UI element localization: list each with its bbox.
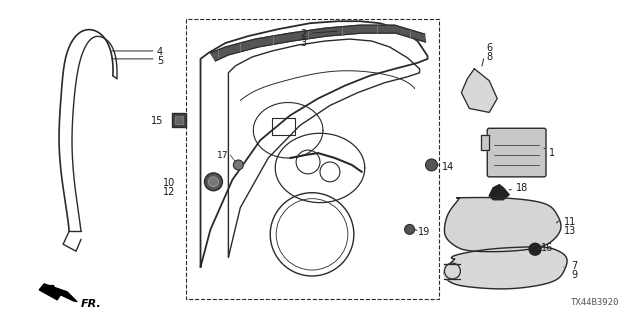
Polygon shape (211, 25, 426, 61)
Text: TX44B3920: TX44B3920 (570, 298, 619, 307)
Polygon shape (489, 185, 509, 200)
Text: 1: 1 (549, 148, 555, 158)
Polygon shape (444, 197, 561, 252)
Text: 15: 15 (151, 116, 164, 126)
Text: 5: 5 (157, 56, 163, 66)
Polygon shape (481, 135, 489, 150)
Text: FR.: FR. (81, 299, 102, 309)
FancyBboxPatch shape (487, 128, 546, 177)
Polygon shape (444, 264, 460, 279)
Text: 12: 12 (163, 187, 175, 197)
Polygon shape (461, 69, 497, 112)
Circle shape (404, 224, 415, 234)
Text: 7: 7 (571, 261, 577, 271)
Bar (175, 116, 182, 124)
Text: 19: 19 (417, 228, 430, 237)
Bar (172, 113, 186, 127)
Polygon shape (444, 247, 567, 289)
Text: 10: 10 (163, 178, 175, 188)
Text: 14: 14 (442, 162, 454, 172)
Circle shape (209, 177, 218, 187)
Polygon shape (39, 284, 77, 302)
Text: 11: 11 (564, 218, 576, 228)
Text: 2: 2 (300, 29, 307, 39)
Text: 13: 13 (564, 227, 576, 236)
Circle shape (529, 243, 541, 255)
Text: 16: 16 (541, 243, 554, 253)
Circle shape (234, 160, 243, 170)
Circle shape (205, 173, 223, 191)
Text: 9: 9 (571, 270, 577, 280)
Text: 18: 18 (516, 183, 529, 193)
Text: 6: 6 (486, 43, 492, 53)
Text: 17: 17 (217, 150, 228, 160)
Text: 8: 8 (486, 52, 492, 62)
Circle shape (426, 159, 438, 171)
Text: 3: 3 (300, 38, 306, 48)
Text: 4: 4 (157, 47, 163, 57)
